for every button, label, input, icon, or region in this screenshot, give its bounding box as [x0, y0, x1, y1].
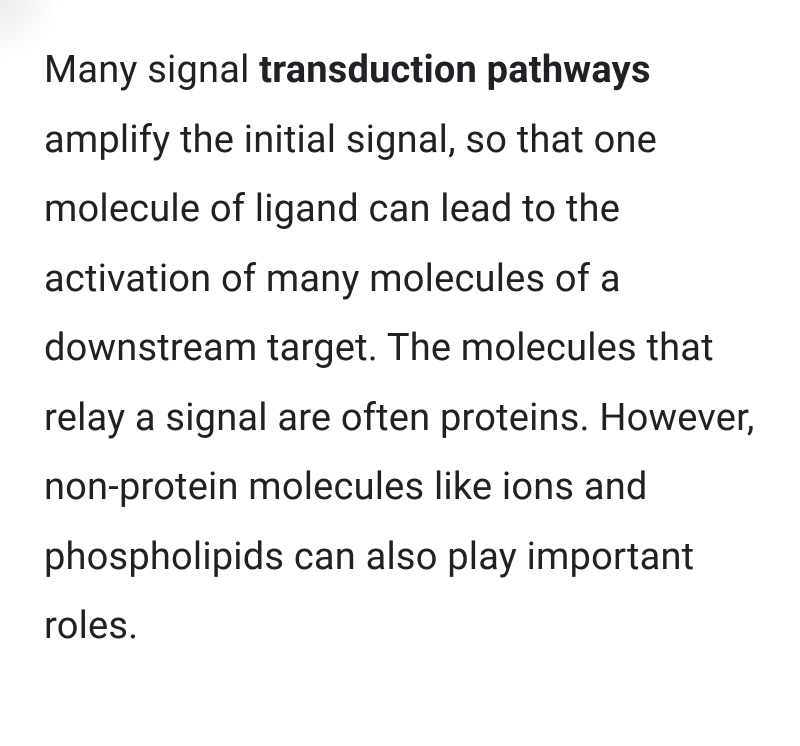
- bold-text-segment: transduction pathways: [259, 48, 651, 92]
- text-card: Many signal transduction pathways amplif…: [0, 0, 800, 746]
- text-segment: Many signal: [44, 48, 259, 92]
- body-paragraph: Many signal transduction pathways amplif…: [44, 36, 764, 662]
- text-segment: amplify the initial signal, so that one …: [44, 118, 755, 649]
